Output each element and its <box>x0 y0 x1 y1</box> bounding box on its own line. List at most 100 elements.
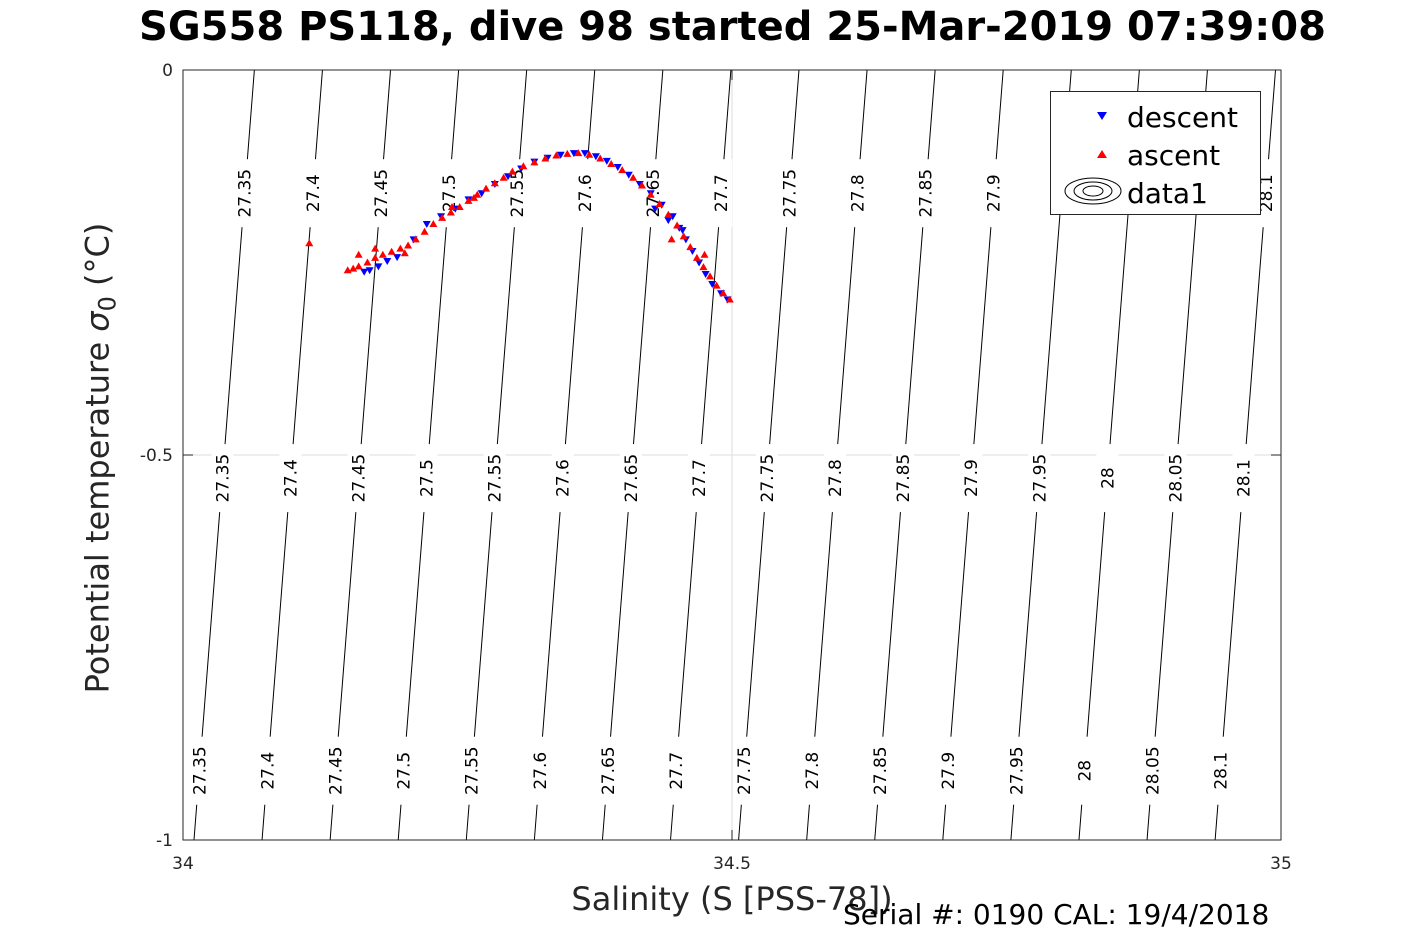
contour-label-bg <box>687 444 710 513</box>
ascent-point <box>371 253 380 261</box>
legend-label-ascent: ascent <box>1127 139 1221 172</box>
ascent-point <box>712 281 721 289</box>
ascent-point <box>349 264 358 272</box>
descent-point <box>708 281 717 289</box>
y-axis-label-subscript: 0 <box>93 296 122 312</box>
legend-ascent-marker-icon <box>1097 150 1107 158</box>
contour-label-bg <box>1141 736 1164 805</box>
contour-label-bg <box>211 444 234 513</box>
contour-label: 27.7 <box>690 459 710 497</box>
contour-label: 27.75 <box>758 454 778 503</box>
contour-label: 27.9 <box>962 459 982 497</box>
descent-point <box>504 173 513 181</box>
contour-label-bg <box>528 736 551 805</box>
contour-label-bg <box>324 736 347 805</box>
ascent-point <box>396 244 405 252</box>
contour-label: 27.85 <box>916 169 936 218</box>
ascent-point <box>378 250 387 258</box>
ascent-point <box>482 184 491 192</box>
axis-ticks: 34 34.5 35 0 -0.5 -1 <box>140 61 1292 874</box>
contour-label-bg <box>1209 736 1232 805</box>
ascent-point <box>363 258 372 266</box>
descent-point <box>678 227 687 235</box>
ascent-point <box>387 247 396 255</box>
contour-label-bg <box>892 444 915 513</box>
contour-label: 28.05 <box>1166 454 1186 503</box>
contour-label: 28 <box>1098 467 1118 489</box>
ascent-point <box>574 149 583 157</box>
contour-label-bg <box>460 736 483 805</box>
descent-point <box>613 164 622 172</box>
contour-label-bg <box>551 444 574 513</box>
descent-point <box>393 254 402 262</box>
descent-point <box>701 271 710 279</box>
ascent-point <box>411 235 420 243</box>
y-tick-label: -1 <box>156 831 173 851</box>
ascent-point <box>508 167 517 175</box>
x-axis-label: Salinity (S [PSS-78]) <box>571 880 893 918</box>
serial-cal-note: Serial #: 0190 CAL: 19/4/2018 <box>843 898 1270 931</box>
ascent-point <box>354 262 363 270</box>
contour-label-bg <box>347 444 370 513</box>
contour-label-bg <box>596 736 619 805</box>
contour-label-bg <box>279 444 302 513</box>
descent-point <box>602 157 611 165</box>
contour-label: 28.05 <box>1143 746 1163 795</box>
ascent-point <box>464 196 473 204</box>
contour-label: 27.85 <box>894 454 914 503</box>
ascent-point <box>699 263 708 271</box>
descent-point <box>569 150 578 158</box>
ascent-point <box>664 210 673 218</box>
ascent-point <box>420 227 429 235</box>
ascent-point <box>667 235 676 243</box>
ascent-point <box>706 272 715 280</box>
contour-label-bg <box>1164 444 1187 513</box>
contour-label: 27.95 <box>1007 746 1027 795</box>
contour-label: 27.55 <box>486 454 506 503</box>
ascent-point <box>400 249 409 257</box>
descent-point <box>422 221 431 228</box>
contour-label-bg <box>778 159 801 228</box>
ascent-point <box>692 253 701 261</box>
ascent-point <box>700 250 709 258</box>
legend-label-descent: descent <box>1127 101 1238 134</box>
descent-point <box>651 205 660 213</box>
contour-label: 27.6 <box>531 752 551 790</box>
data-points <box>305 149 734 304</box>
ascent-point <box>446 208 455 216</box>
contour-label-bg <box>233 159 256 228</box>
contour-label: 28 <box>1075 760 1095 782</box>
contour-label: 27.35 <box>236 169 256 218</box>
contour-label-bg <box>982 159 1005 228</box>
descent-point <box>664 217 673 225</box>
contour-label: 27.4 <box>281 459 301 497</box>
x-tick-label: 35 <box>1270 854 1292 874</box>
contour-label: 27.55 <box>508 169 528 218</box>
contour-label-bg <box>642 159 665 228</box>
descent-point <box>556 151 565 159</box>
contour-label: 28.1 <box>1235 459 1255 497</box>
contour-label-bg <box>483 444 506 513</box>
contour-label-bg <box>710 159 733 228</box>
contour-label: 27.6 <box>554 459 574 497</box>
contour-label: 27.8 <box>826 459 846 497</box>
contour-label: 28.1 <box>1257 174 1277 212</box>
legend-label-data1: data1 <box>1127 177 1208 210</box>
ascent-point <box>371 244 380 252</box>
ascent-point <box>585 150 594 158</box>
descent-point <box>374 263 383 271</box>
contour-label: 27.65 <box>599 746 619 795</box>
ascent-point <box>596 154 605 162</box>
ascent-point <box>438 213 447 221</box>
ascent-point <box>618 166 627 174</box>
y-axis-label-symbol: σ <box>78 311 117 332</box>
contour-label-bg <box>824 444 847 513</box>
descent-point <box>695 259 704 267</box>
contour-label: 27.6 <box>576 174 596 212</box>
contour-label-bg <box>733 736 756 805</box>
contour-label: 27.35 <box>190 746 210 795</box>
contour-label-bg <box>1096 444 1119 513</box>
ascent-point <box>655 199 664 207</box>
contour-label: 27.45 <box>350 454 370 503</box>
contour-label: 27.4 <box>258 752 278 790</box>
